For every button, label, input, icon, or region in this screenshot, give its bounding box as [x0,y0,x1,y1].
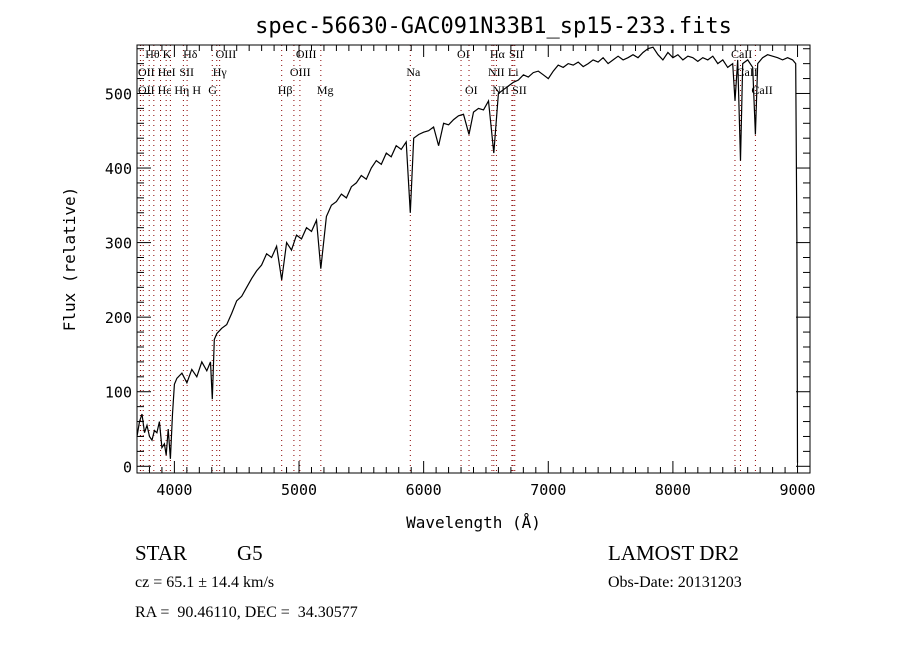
line-marker-label: OI [465,83,478,97]
line-marker-label: OII [138,83,155,97]
line-marker-label: OIII [290,65,311,79]
line-marker-label: Hε [158,83,172,97]
x-axis-label: Wavelength (Å) [406,513,541,532]
x-tick-label: 7000 [530,481,566,499]
line-marker-label: OIII [216,47,237,61]
x-tick-label: 9000 [779,481,815,499]
line-marker-label: Hγ [213,65,228,79]
y-tick-label: 300 [105,235,132,253]
plot-frame [136,44,811,474]
x-tick-label: 4000 [156,481,192,499]
chart-title: spec-56630-GAC091N33B1_sp15-233.fits [255,14,732,39]
line-marker-label: SII [509,47,524,61]
redshift-velocity: cz = 65.1 ± 14.4 km/s [135,574,275,591]
y-tick-label: 0 [123,458,132,476]
y-tick-label: 400 [105,160,132,178]
line-marker-label: Na [406,65,421,79]
line-marker-label: SII [512,83,527,97]
line-marker-label: OII [138,65,155,79]
observation-date: Obs-Date: 20131203 [608,574,742,591]
y-tick-label: 100 [105,384,132,402]
y-tick-label: 500 [105,85,132,103]
line-marker-label: K [163,47,172,61]
line-marker-label: NII [492,83,509,97]
line-marker-label: H [192,83,201,97]
x-tick-label: 8000 [655,481,691,499]
line-marker-label: Hδ [183,47,198,61]
object-class: STAR [135,541,187,565]
line-marker-label: Hβ [278,83,293,97]
x-tick-label: 6000 [406,481,442,499]
object-subclass: G5 [237,541,263,565]
y-tick-label: 200 [105,309,132,327]
spectrum-line [136,46,799,463]
line-marker-label: CaII [731,47,752,61]
line-marker-label: Hη [174,83,189,97]
line-marker-label: Hα [490,47,506,61]
x-tick-label: 5000 [281,481,317,499]
line-marker-label: Li [508,65,519,79]
line-marker-label: Mg [317,83,334,97]
line-marker-label: CaII [736,65,757,79]
line-marker-label: SII [179,65,194,79]
line-marker-label: CaII [751,83,772,97]
survey-name: LAMOST DR2 [608,541,739,565]
line-marker-label: G [208,83,217,97]
line-marker-label: HeI [158,65,176,79]
coordinates: RA = 90.46110, DEC = 34.30577 [135,604,358,621]
line-marker-label: OI [457,47,470,61]
y-axis-label: Flux (relative) [60,187,79,332]
line-marker-label: NII [488,65,505,79]
line-marker-label: Hθ [145,47,160,61]
